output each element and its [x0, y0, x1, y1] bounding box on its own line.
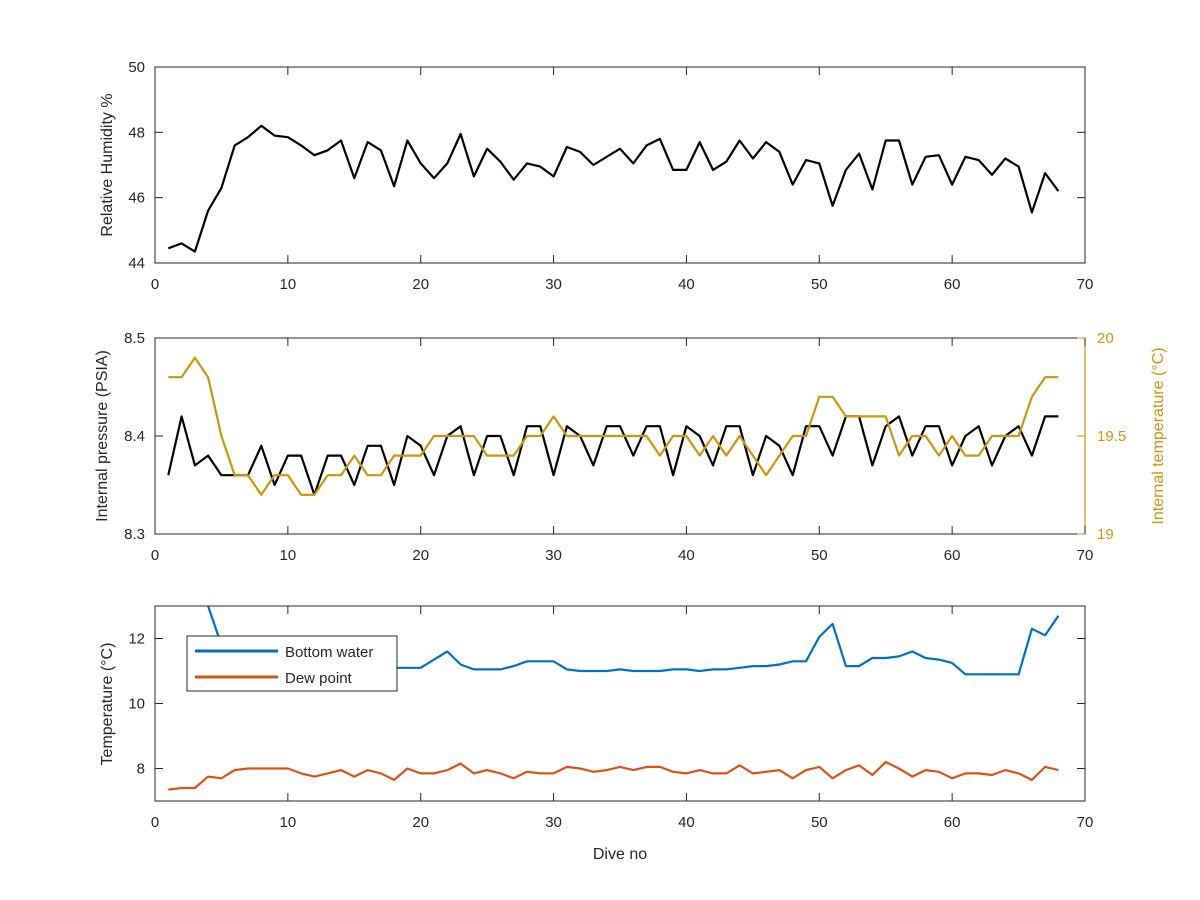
- legend-label-dew-point: Dew point: [285, 670, 353, 687]
- x-tick-label: 10: [280, 547, 297, 564]
- right-y-tick-label: 20: [1097, 330, 1114, 347]
- pressure-series-layer: [167, 356, 1059, 496]
- x-tick-label: 10: [280, 814, 297, 831]
- humidity-panel: 0 10 20 30 40 50 60 70 44 46 48 50 Relative Humidit…: [99, 59, 1093, 293]
- y-tick-label: 12: [128, 631, 145, 648]
- x-tick-label: 20: [412, 814, 429, 831]
- humidity-series-layer: [167, 124, 1060, 253]
- x-tick-label: 0: [151, 814, 159, 831]
- x-tick-label: 50: [811, 276, 828, 293]
- series-line-pressure-1: [168, 356, 1059, 496]
- y-tick-label: 8.5: [124, 330, 145, 347]
- humidity-plot-frame: [154, 66, 1086, 264]
- temperature-panel: 0 10 20 30 40 50 60 70 8 10 12 Temperature (°C) Di…: [99, 605, 1093, 863]
- y-tick-label: 50: [128, 59, 145, 76]
- x-tick-label: 60: [944, 814, 961, 831]
- x-axis-label: Dive no: [593, 846, 647, 863]
- x-tick-label: 60: [944, 547, 961, 564]
- x-tick-label: 0: [151, 547, 159, 564]
- pressure-panel: 0 10 20 30 40 50 60 70 8.3 8.4 8.5 19 19.5 20 Interna…: [94, 330, 1167, 564]
- x-tick-label: 30: [545, 276, 562, 293]
- series-line-dew-point: [168, 760, 1059, 791]
- x-tick-label: 70: [1077, 814, 1094, 831]
- humidity-y-axis-label: Relative Humidity %: [99, 93, 116, 236]
- x-tick-label: 60: [944, 276, 961, 293]
- series-line-humidity-0: [167, 124, 1060, 253]
- y-tick-label: 8.4: [124, 428, 145, 445]
- pressure-y-axis-label: Internal pressure (PSIA): [94, 350, 111, 522]
- x-tick-label: 70: [1077, 547, 1094, 564]
- x-tick-label: 70: [1077, 276, 1094, 293]
- internal-temperature-right-axis-label: Internal temperature (°C): [1150, 347, 1167, 524]
- pressure-ticks: 0 10 20 30 40 50 60 70 8.3 8.4 8.5 19 19.5 20: [124, 330, 1126, 564]
- x-tick-label: 20: [412, 276, 429, 293]
- x-tick-label: 10: [280, 276, 297, 293]
- right-y-tick-label: 19.5: [1097, 428, 1126, 445]
- x-tick-label: 40: [678, 814, 695, 831]
- series-line-pressure-0: [167, 415, 1059, 496]
- legend: Bottom water Dew point: [186, 635, 398, 692]
- legend-box: [186, 635, 398, 692]
- legend-label-bottom-water: Bottom water: [285, 644, 373, 661]
- x-tick-label: 40: [678, 547, 695, 564]
- y-tick-label: 48: [128, 124, 145, 141]
- x-tick-label: 50: [811, 547, 828, 564]
- x-tick-label: 40: [678, 276, 695, 293]
- y-tick-label: 44: [128, 255, 145, 272]
- humidity-ticks: 0 10 20 30 40 50 60 70 44 46 48 50: [128, 59, 1093, 293]
- y-tick-label: 46: [128, 190, 145, 207]
- x-tick-label: 50: [811, 814, 828, 831]
- x-tick-label: 0: [151, 276, 159, 293]
- y-tick-label: 8: [137, 761, 145, 778]
- x-tick-label: 30: [545, 814, 562, 831]
- right-y-tick-label: 19: [1097, 526, 1114, 543]
- temperature-y-axis-label: Temperature (°C): [99, 643, 116, 766]
- temperature-ticks: 0 10 20 30 40 50 60 70 8 10 12: [128, 606, 1093, 831]
- y-tick-label: 10: [128, 696, 145, 713]
- x-tick-label: 20: [412, 547, 429, 564]
- y-tick-label: 8.3: [124, 526, 145, 543]
- x-tick-label: 30: [545, 547, 562, 564]
